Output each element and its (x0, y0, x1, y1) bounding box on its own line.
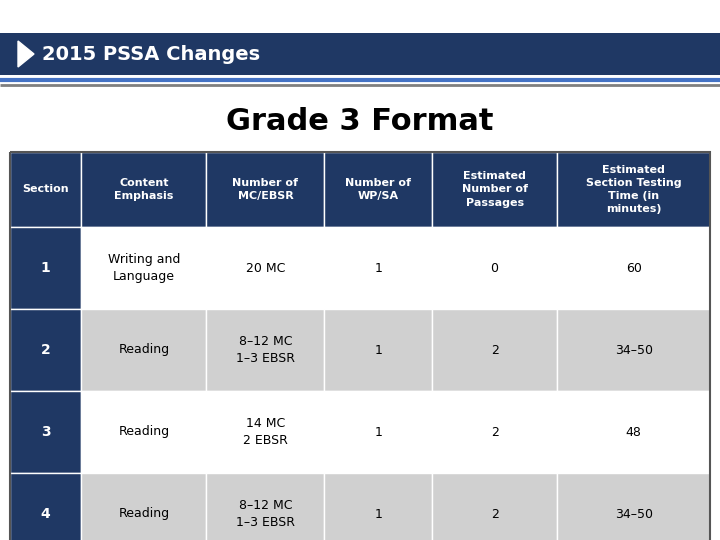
Bar (432, 152, 557, 227)
Text: 2: 2 (490, 343, 498, 356)
Text: Grade 3 Format: Grade 3 Format (226, 107, 494, 137)
Text: 1: 1 (374, 261, 382, 274)
Text: 2: 2 (41, 343, 50, 357)
Bar (324, 309, 432, 391)
Text: 8–12 MC
1–3 EBSR: 8–12 MC 1–3 EBSR (236, 499, 295, 529)
Bar (81, 309, 207, 391)
Text: 8–12 MC
1–3 EBSR: 8–12 MC 1–3 EBSR (236, 335, 295, 365)
Text: 2: 2 (490, 426, 498, 438)
Bar (207, 473, 324, 540)
Bar (432, 227, 557, 309)
Text: 3: 3 (41, 425, 50, 439)
Bar (324, 473, 432, 540)
Bar (557, 152, 710, 227)
Text: Reading: Reading (118, 426, 169, 438)
Bar (557, 227, 710, 309)
Text: 14 MC
2 EBSR: 14 MC 2 EBSR (243, 417, 288, 447)
Bar (324, 227, 432, 309)
Text: Writing and
Language: Writing and Language (108, 253, 180, 283)
Bar (10, 152, 81, 227)
Bar (324, 391, 432, 473)
Bar (207, 227, 324, 309)
Text: Content
Emphasis: Content Emphasis (114, 178, 174, 201)
Text: 34–50: 34–50 (615, 508, 652, 521)
Bar (10, 309, 81, 391)
Text: Number of
WP/SA: Number of WP/SA (345, 178, 411, 201)
Text: 1: 1 (374, 426, 382, 438)
Text: 2: 2 (490, 508, 498, 521)
Bar (10, 152, 710, 540)
Bar (432, 309, 557, 391)
Bar (324, 152, 432, 227)
Bar (207, 309, 324, 391)
Bar (10, 227, 81, 309)
Bar (207, 152, 324, 227)
Polygon shape (18, 41, 34, 67)
Bar (557, 309, 710, 391)
Bar (81, 391, 207, 473)
Text: Reading: Reading (118, 508, 169, 521)
Bar (81, 152, 207, 227)
Bar (81, 473, 207, 540)
Text: 20 MC: 20 MC (246, 261, 285, 274)
Bar (10, 473, 81, 540)
Text: 1: 1 (374, 343, 382, 356)
Text: 1: 1 (374, 508, 382, 521)
Text: Reading: Reading (118, 343, 169, 356)
Text: 60: 60 (626, 261, 642, 274)
Bar (0, 33, 720, 75)
Text: 0: 0 (490, 261, 499, 274)
Text: Section: Section (22, 185, 69, 194)
Bar (81, 227, 207, 309)
Bar (557, 391, 710, 473)
Text: 4: 4 (41, 507, 50, 521)
Text: 1: 1 (41, 261, 50, 275)
Text: Estimated
Section Testing
Time (in
minutes): Estimated Section Testing Time (in minut… (586, 165, 681, 214)
Text: Estimated
Number of
Passages: Estimated Number of Passages (462, 171, 528, 208)
Bar (10, 391, 81, 473)
Text: 2015 PSSA Changes: 2015 PSSA Changes (42, 44, 260, 64)
Text: 34–50: 34–50 (615, 343, 652, 356)
Bar (432, 473, 557, 540)
Bar (207, 391, 324, 473)
Text: 48: 48 (626, 426, 642, 438)
Text: Number of
MC/EBSR: Number of MC/EBSR (233, 178, 298, 201)
Bar (557, 473, 710, 540)
Bar (432, 391, 557, 473)
